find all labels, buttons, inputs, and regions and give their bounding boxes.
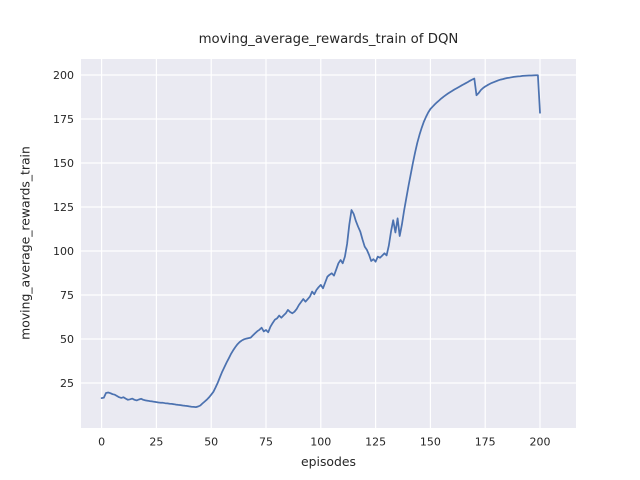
x-tick-label: 200 bbox=[530, 436, 551, 449]
y-axis-label: moving_average_rewards_train bbox=[17, 146, 33, 340]
y-tick-label: 150 bbox=[53, 157, 74, 170]
x-tick-label: 0 bbox=[98, 436, 105, 449]
x-tick-label: 150 bbox=[420, 436, 441, 449]
x-tick-label: 75 bbox=[259, 436, 273, 449]
y-tick-label: 175 bbox=[53, 113, 74, 126]
y-tick-label: 50 bbox=[60, 333, 74, 346]
x-tick-label: 175 bbox=[475, 436, 496, 449]
y-tick-label: 25 bbox=[60, 377, 74, 390]
x-tick-label: 25 bbox=[149, 436, 163, 449]
line-series bbox=[100, 74, 541, 408]
y-tick-label: 125 bbox=[53, 201, 74, 214]
x-tick-label: 125 bbox=[365, 436, 386, 449]
x-axis-label: episodes bbox=[301, 454, 356, 469]
y-tick-label: 200 bbox=[53, 69, 74, 82]
y-tick-label: 75 bbox=[60, 289, 74, 302]
x-tick-label: 100 bbox=[310, 436, 331, 449]
y-tick-label: 100 bbox=[53, 245, 74, 258]
x-tick-label: 50 bbox=[204, 436, 218, 449]
plot-area bbox=[81, 59, 576, 428]
chart-title: moving_average_rewards_train of DQN bbox=[198, 32, 459, 47]
